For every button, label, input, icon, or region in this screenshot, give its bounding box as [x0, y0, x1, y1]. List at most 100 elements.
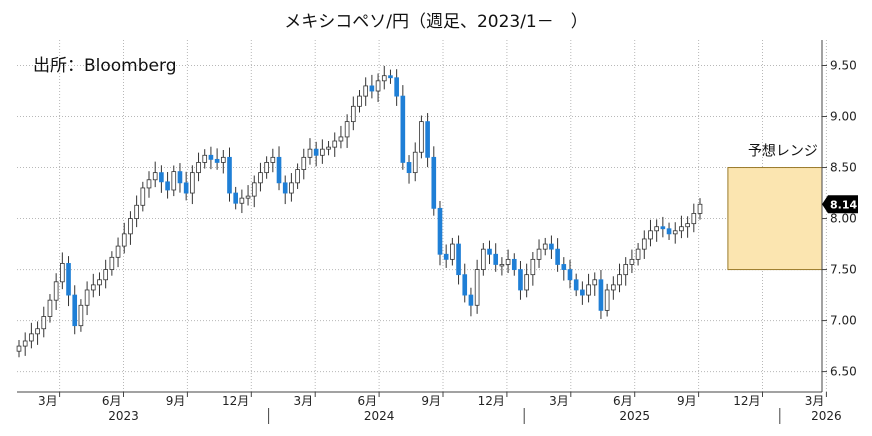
candle-body [586, 284, 591, 296]
candle-body [456, 243, 461, 276]
candle-body [53, 281, 59, 301]
candle-body [35, 328, 40, 335]
candle-body [115, 245, 121, 258]
candle-body [567, 269, 573, 281]
candle-body [604, 289, 610, 311]
gridlines [17, 40, 827, 392]
candle-body [412, 151, 418, 174]
candle-body [282, 182, 288, 194]
candle-body [128, 218, 133, 235]
candle-body [431, 156, 437, 209]
candle-body [623, 264, 629, 276]
candle-body [363, 85, 369, 97]
candle-body [493, 253, 499, 265]
candle-body [555, 248, 560, 265]
x-tick-label: 12月 [478, 394, 505, 408]
candle-body [394, 77, 399, 97]
candle-body [505, 258, 511, 265]
candle-body [326, 146, 331, 150]
year-label: 2024 [364, 409, 395, 423]
candle-body [109, 256, 115, 270]
candle-body [159, 172, 164, 183]
candle-body [580, 289, 585, 296]
chart-title: メキシコペソ/円（週足、2023/1－ ） [284, 12, 588, 32]
candle-body [295, 169, 300, 184]
last-value-label: 8.14 [830, 198, 857, 211]
candle-body [22, 340, 28, 347]
y-tick-label: 9.00 [830, 110, 857, 124]
x-tick-label: 3月 [805, 394, 825, 408]
year-label: 2026 [811, 409, 842, 423]
candle-body [350, 105, 356, 123]
candle-body [152, 172, 158, 181]
candle-body [183, 182, 189, 194]
candle-body [338, 136, 344, 142]
candle-body [264, 162, 269, 174]
candle-body [530, 258, 536, 276]
candle-body [518, 269, 523, 291]
x-tick-label: 9月 [677, 394, 697, 408]
candle-body [78, 304, 84, 327]
candle-body [196, 162, 201, 174]
candle-body [60, 263, 65, 283]
candle-body [617, 274, 622, 286]
candle-body [103, 269, 108, 281]
candle-body [437, 207, 443, 255]
x-tick-label: 9月 [166, 394, 186, 408]
candle-body [276, 156, 282, 184]
candle-body [573, 279, 579, 291]
x-tick-label: 9月 [421, 394, 441, 408]
candle-body [29, 333, 34, 342]
candle-body [233, 192, 239, 204]
y-tick-label: 8.00 [830, 212, 857, 226]
candle-body [561, 264, 567, 270]
candle-body [388, 75, 393, 79]
candle-body [536, 248, 542, 260]
candle-body [697, 203, 703, 214]
candle-body [400, 95, 406, 163]
candle-body [598, 279, 604, 311]
x-tick-label: 12月 [733, 394, 760, 408]
candle-body [629, 258, 635, 265]
candle-body [474, 269, 480, 306]
candle-body [227, 156, 232, 194]
candle-body [313, 148, 319, 156]
candle-body [666, 228, 672, 235]
candle-body [344, 121, 350, 138]
candle-body [251, 182, 257, 197]
candle-body [16, 345, 22, 352]
candle-body [177, 171, 183, 184]
candle-body [208, 154, 214, 160]
candle-body [41, 316, 47, 330]
x-tick-label: 12月 [222, 394, 249, 408]
forecast-range-label: 予想レンジ [748, 144, 818, 160]
x-axis-ticks: 3月 6月 9月 12月 3月 6月 9月 12月 3月 6月 9月 12月 3月 [38, 392, 827, 408]
candle-body [134, 204, 139, 219]
y-tick-label: 6.50 [830, 365, 857, 379]
candle-body [679, 226, 684, 232]
candle-body [443, 253, 449, 260]
x-tick-label: 6月 [357, 394, 377, 408]
candle-body [654, 226, 659, 232]
y-tick-label: 7.50 [830, 263, 857, 277]
candle-body [66, 263, 71, 296]
candle-body [480, 248, 486, 270]
candle-body [375, 80, 381, 92]
forecast-range: 予想レンジ [727, 144, 823, 271]
candle-body [245, 195, 251, 199]
candle-body [320, 148, 325, 156]
forecast-range-box [727, 167, 823, 271]
candle-body [648, 230, 653, 240]
candle-body [592, 279, 598, 286]
candle-body [84, 289, 90, 306]
candle-body [214, 158, 220, 163]
candle-body [511, 258, 517, 270]
candle-body [289, 182, 294, 194]
candle-body [462, 274, 468, 296]
y-tick-label: 9.50 [830, 59, 857, 73]
x-tick-label: 3月 [549, 394, 569, 408]
candle-body [635, 248, 641, 260]
candle-body [146, 179, 152, 189]
candle-body [190, 172, 195, 194]
